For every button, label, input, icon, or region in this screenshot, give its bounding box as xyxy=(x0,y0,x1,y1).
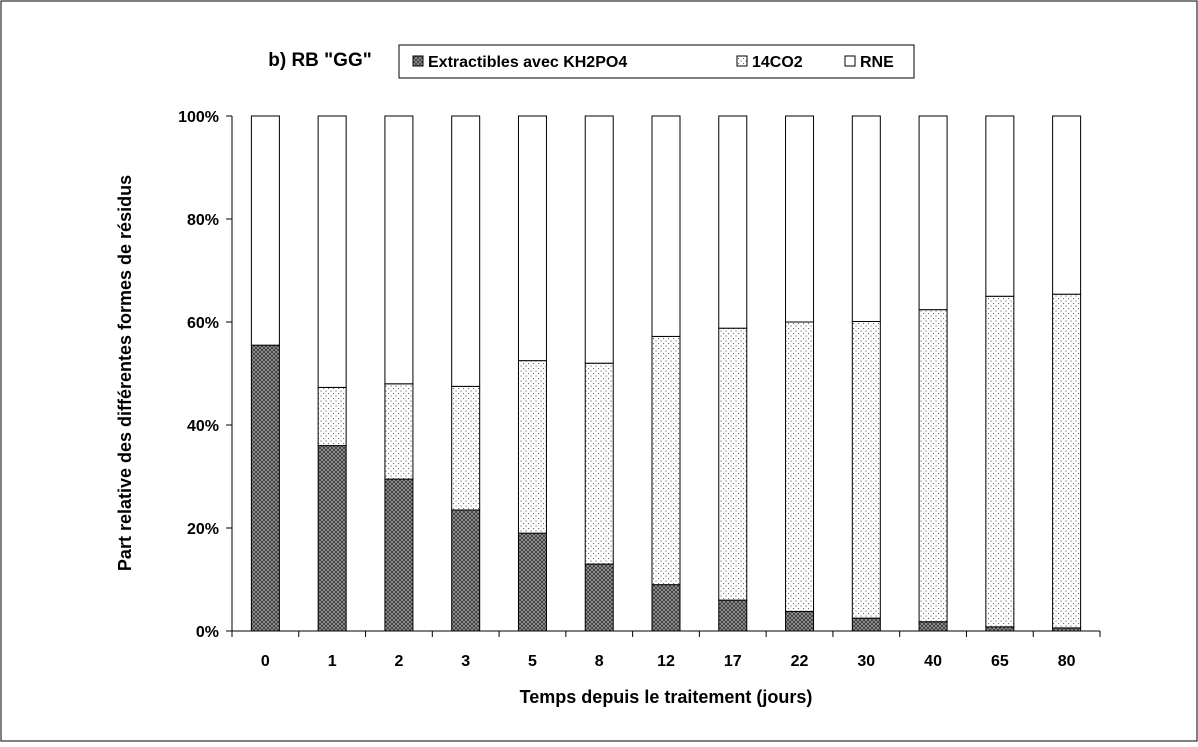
bar-segment-extractibles-0 xyxy=(251,345,279,631)
legend-label-rne: RNE xyxy=(860,54,894,71)
bar-segment-rne-8 xyxy=(585,116,613,363)
bar-segment-14co2-5 xyxy=(518,361,546,534)
bar-segment-rne-80 xyxy=(1053,116,1081,294)
x-tick-label: 0 xyxy=(261,653,270,670)
bar-segment-extractibles-8 xyxy=(585,564,613,631)
bar-segment-14co2-40 xyxy=(919,310,947,622)
bar-segment-rne-40 xyxy=(919,116,947,310)
x-tick-label: 2 xyxy=(394,653,403,670)
x-tick-label: 40 xyxy=(924,653,942,670)
bar-segment-extractibles-1 xyxy=(318,446,346,631)
legend-swatch-extractibles xyxy=(413,56,423,66)
bar-segment-14co2-22 xyxy=(786,322,814,611)
y-tick-label: 100% xyxy=(178,109,219,126)
bar-segment-extractibles-40 xyxy=(919,622,947,631)
x-tick-label: 22 xyxy=(791,653,809,670)
bar-segment-14co2-30 xyxy=(852,321,880,618)
x-tick-label: 30 xyxy=(857,653,875,670)
bar-segment-14co2-8 xyxy=(585,363,613,564)
x-tick-label: 3 xyxy=(461,653,470,670)
chart-title: b) RB "GG" xyxy=(268,50,372,71)
bar-segment-rne-30 xyxy=(852,116,880,321)
bar-segment-rne-1 xyxy=(318,116,346,387)
bar-segment-rne-5 xyxy=(518,116,546,361)
bar-segment-rne-22 xyxy=(786,116,814,322)
bar-segment-14co2-80 xyxy=(1053,294,1081,628)
y-tick-label: 20% xyxy=(187,521,219,538)
bar-segment-extractibles-22 xyxy=(786,611,814,631)
bar-segment-14co2-17 xyxy=(719,328,747,600)
legend-swatch-14co2 xyxy=(737,56,747,66)
bar-segment-14co2-12 xyxy=(652,336,680,584)
bar-segment-rne-0 xyxy=(251,116,279,345)
y-axis-label: Part relative des différentes formes de … xyxy=(115,175,135,571)
bar-segment-rne-12 xyxy=(652,116,680,336)
x-tick-label: 65 xyxy=(991,653,1009,670)
bar-segment-extractibles-5 xyxy=(518,533,546,631)
y-tick-label: 80% xyxy=(187,212,219,229)
bar-segment-14co2-2 xyxy=(385,384,413,479)
bar-segment-extractibles-65 xyxy=(986,627,1014,631)
bar-segment-extractibles-17 xyxy=(719,600,747,631)
bar-segment-extractibles-3 xyxy=(452,510,480,631)
x-tick-label: 5 xyxy=(528,653,537,670)
legend-swatch-rne xyxy=(845,56,855,66)
x-tick-label: 1 xyxy=(328,653,337,670)
bar-segment-14co2-65 xyxy=(986,296,1014,627)
bar-segment-extractibles-12 xyxy=(652,585,680,631)
bar-segment-extractibles-2 xyxy=(385,479,413,631)
y-tick-label: 60% xyxy=(187,315,219,332)
legend-label-extractibles: Extractibles avec KH2PO4 xyxy=(428,54,627,71)
bar-segment-rne-2 xyxy=(385,116,413,384)
legend: Extractibles avec KH2PO4 14CO2 RNE xyxy=(399,45,914,78)
y-tick-label: 40% xyxy=(187,418,219,435)
x-tick-label: 8 xyxy=(595,653,604,670)
bar-segment-rne-3 xyxy=(452,116,480,386)
x-axis-label: Temps depuis le traitement (jours) xyxy=(520,687,813,707)
bar-segment-rne-65 xyxy=(986,116,1014,296)
x-tick-label: 80 xyxy=(1058,653,1076,670)
bar-segment-rne-17 xyxy=(719,116,747,328)
bar-segment-14co2-1 xyxy=(318,387,346,445)
bar-segment-extractibles-30 xyxy=(852,618,880,631)
x-tick-label: 17 xyxy=(724,653,742,670)
bar-segment-14co2-3 xyxy=(452,386,480,510)
y-tick-label: 0% xyxy=(196,624,219,641)
legend-label-14co2: 14CO2 xyxy=(752,54,803,71)
x-tick-label: 12 xyxy=(657,653,675,670)
